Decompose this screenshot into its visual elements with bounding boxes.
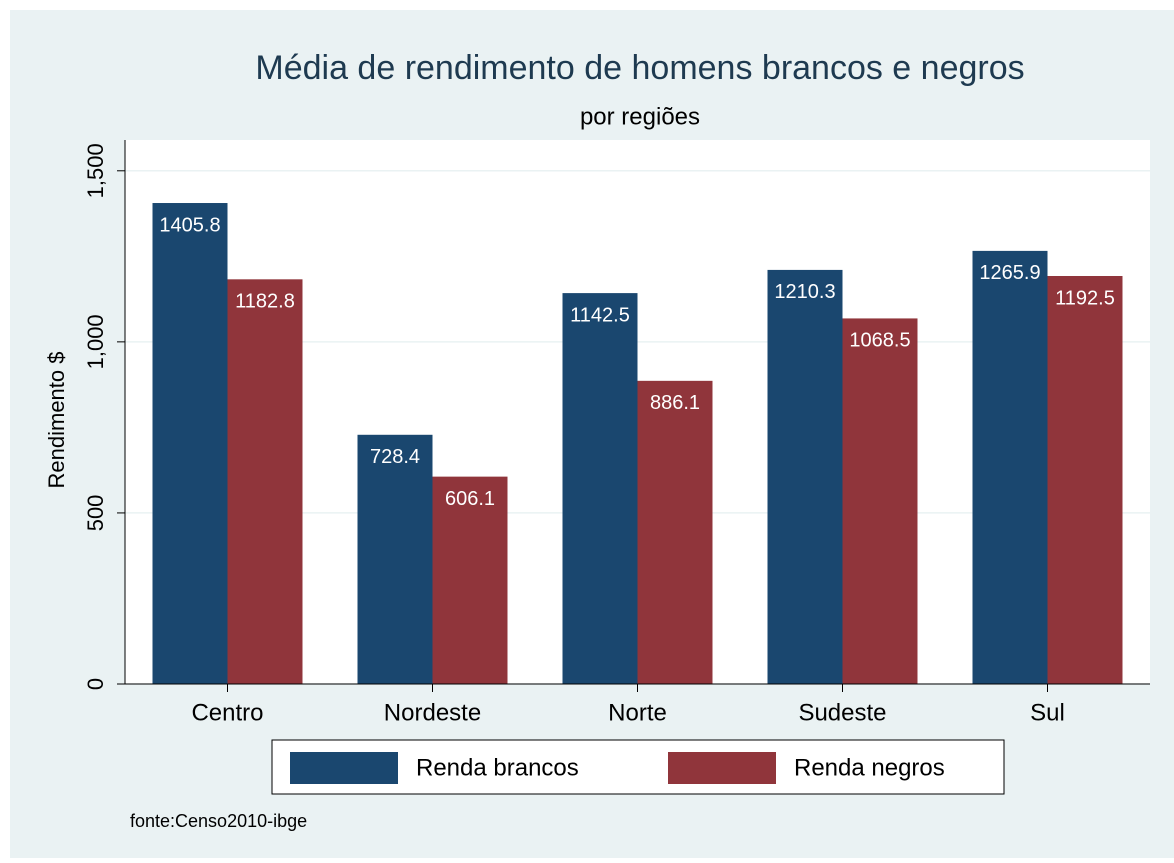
x-tick-label: Sudeste [798, 699, 886, 726]
data-label: 728.4 [370, 446, 420, 468]
bar [562, 293, 638, 684]
data-label: 1265.9 [979, 262, 1040, 284]
bar [432, 476, 508, 684]
data-label: 886.1 [650, 392, 700, 414]
bar [637, 380, 713, 684]
y-tick-label: 500 [83, 495, 108, 532]
bar [1047, 276, 1123, 684]
bar [357, 434, 433, 684]
legend-label: Renda negros [794, 754, 945, 781]
data-label: 1210.3 [774, 281, 835, 303]
x-tick-label: Centro [191, 699, 263, 726]
legend-label: Renda brancos [416, 754, 579, 781]
note: fonte:Censo2010-ibge [130, 811, 307, 831]
bar [152, 203, 228, 684]
legend-swatch [290, 752, 398, 784]
bar [842, 318, 918, 684]
data-label: 1142.5 [570, 304, 630, 326]
data-label: 1405.8 [159, 214, 220, 236]
x-tick-label: Norte [608, 699, 667, 726]
y-tick-label: 1,000 [83, 314, 108, 369]
chart-title: Média de rendimento de homens brancos e … [255, 49, 1024, 87]
data-label: 1068.5 [849, 330, 910, 352]
bar [972, 250, 1048, 685]
data-label: 1182.8 [235, 291, 295, 313]
data-label: 606.1 [445, 488, 495, 510]
y-tick-label: 0 [83, 678, 108, 690]
chart-subtitle: por regiões [580, 103, 700, 130]
y-axis-title: Rendimento $ [44, 352, 69, 489]
y-tick-label: 1,500 [83, 143, 108, 198]
legend-swatch [668, 752, 776, 784]
x-tick-label: Sul [1030, 699, 1065, 726]
x-tick-label: Nordeste [384, 699, 481, 726]
bar [767, 269, 843, 684]
bar [227, 279, 303, 684]
data-label: 1192.5 [1055, 287, 1115, 309]
